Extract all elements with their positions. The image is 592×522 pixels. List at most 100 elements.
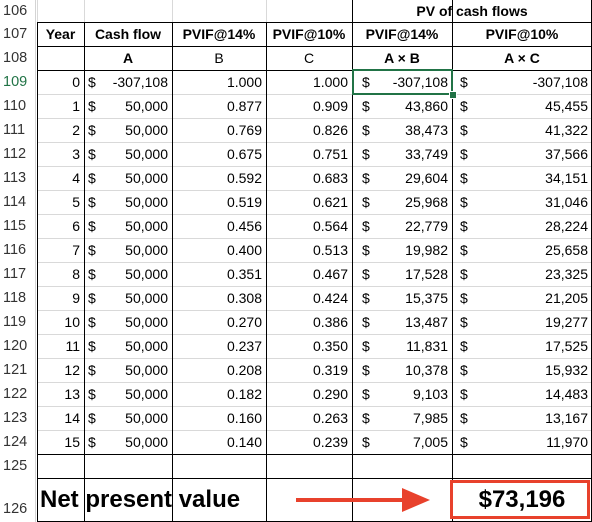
pvif10-cell[interactable]: 0.621 [312, 194, 348, 210]
pvif14-cell[interactable]: 1.000 [226, 74, 262, 90]
pv10-cell[interactable]: 17,525 $ [460, 338, 588, 354]
pvif14-cell[interactable]: 0.208 [226, 362, 262, 378]
row-header[interactable]: 112 [0, 142, 36, 166]
cashflow-cell[interactable]: 50,000 $ [88, 98, 168, 114]
year-cell[interactable]: 10 [64, 314, 80, 330]
row-header[interactable]: 124 [0, 430, 36, 454]
pvif14-cell[interactable]: 0.140 [226, 434, 262, 450]
pv10-cell[interactable]: 41,322 $ [460, 122, 588, 138]
row-header[interactable]: 123 [0, 406, 36, 430]
pv14-cell[interactable]: 7,005 $ [362, 434, 448, 450]
row-header[interactable]: 120 [0, 334, 36, 358]
pvif14-cell[interactable]: 0.592 [226, 170, 262, 186]
pv10-cell[interactable]: 21,205 $ [460, 290, 588, 306]
pvif10-cell[interactable]: 0.909 [312, 98, 348, 114]
row-header[interactable]: 108 [0, 46, 36, 70]
pv10-cell[interactable]: 25,658 $ [460, 242, 588, 258]
cashflow-cell[interactable]: 50,000 $ [88, 314, 168, 330]
cashflow-cell[interactable]: 50,000 $ [88, 122, 168, 138]
year-cell[interactable]: 13 [64, 386, 80, 402]
row-header[interactable]: 109 [0, 70, 36, 94]
pvif14-cell[interactable]: 0.400 [226, 242, 262, 258]
pvif14-cell[interactable]: 0.308 [226, 290, 262, 306]
pv14-cell[interactable]: 22,779 $ [362, 218, 448, 234]
pvif10-cell[interactable]: 0.424 [312, 290, 348, 306]
pv14-cell[interactable]: 10,378 $ [362, 362, 448, 378]
pvif14-cell[interactable]: 0.160 [226, 410, 262, 426]
cashflow-cell[interactable]: 50,000 $ [88, 242, 168, 258]
year-cell[interactable]: 11 [65, 338, 80, 354]
cashflow-cell[interactable]: 50,000 $ [88, 170, 168, 186]
subheader-c[interactable]: C [303, 50, 315, 66]
pvif14-cell[interactable]: 0.270 [226, 314, 262, 330]
pv10-cell[interactable]: 23,325 $ [460, 266, 588, 282]
pv14-cell[interactable]: 43,860 $ [362, 98, 448, 114]
cashflow-cell[interactable]: 50,000 $ [88, 146, 168, 162]
pvif14-cell[interactable]: 0.351 [226, 266, 262, 282]
pvif10-cell[interactable]: 0.467 [312, 266, 348, 282]
row-header[interactable]: 119 [0, 310, 36, 334]
row-header[interactable]: 125 [0, 454, 36, 478]
year-cell[interactable]: 4 [72, 170, 80, 186]
header-pv14[interactable]: PVIF@14% [365, 26, 439, 42]
row-header[interactable]: 113 [0, 166, 36, 190]
year-cell[interactable]: 0 [72, 74, 80, 90]
row-header[interactable]: 106 [0, 0, 36, 22]
row-header[interactable]: 121 [0, 358, 36, 382]
pv10-cell[interactable]: 28,224 $ [460, 218, 588, 234]
year-cell[interactable]: 3 [72, 146, 80, 162]
fill-handle[interactable] [449, 91, 457, 99]
pv14-cell[interactable]: 38,473 $ [362, 122, 448, 138]
pv10-cell[interactable]: 37,566 $ [460, 146, 588, 162]
row-header[interactable]: 118 [0, 286, 36, 310]
year-cell[interactable]: 2 [72, 122, 80, 138]
subheader-b[interactable]: B [214, 50, 224, 66]
header-pv10[interactable]: PVIF@10% [485, 26, 559, 42]
cashflow-cell[interactable]: 50,000 $ [88, 338, 168, 354]
pv14-cell[interactable]: 13,487 $ [362, 314, 448, 330]
pvif14-cell[interactable]: 0.675 [226, 146, 262, 162]
row-header[interactable]: 117 [0, 262, 36, 286]
year-cell[interactable]: 6 [72, 218, 80, 234]
pvif14-cell[interactable]: 0.182 [226, 386, 262, 402]
year-cell[interactable]: 14 [64, 410, 80, 426]
pv10-cell[interactable]: 11,970 $ [460, 434, 588, 450]
pvif14-cell[interactable]: 0.769 [226, 122, 262, 138]
year-cell[interactable]: 7 [72, 242, 80, 258]
pvif10-cell[interactable]: 0.683 [312, 170, 348, 186]
selected-cell-outline[interactable] [352, 69, 453, 95]
year-cell[interactable]: 8 [72, 266, 80, 282]
pv10-cell[interactable]: 13,167 $ [460, 410, 588, 426]
pv10-cell[interactable]: 34,151 $ [460, 170, 588, 186]
pv10-cell[interactable]: 19,277 $ [460, 314, 588, 330]
pv14-cell[interactable]: 7,985 $ [362, 410, 448, 426]
pv14-cell[interactable]: 19,982 $ [362, 242, 448, 258]
pv14-cell[interactable]: 25,968 $ [362, 194, 448, 210]
pv14-cell[interactable]: 17,528 $ [362, 266, 448, 282]
pvif14-cell[interactable]: 0.456 [226, 218, 262, 234]
pvif10-cell[interactable]: 0.290 [312, 386, 348, 402]
pv10-cell[interactable]: 45,455 $ [460, 98, 588, 114]
header-year[interactable]: Year [45, 26, 76, 42]
cashflow-cell[interactable]: 50,000 $ [88, 386, 168, 402]
subheader-ac[interactable]: A × C [504, 50, 540, 66]
pv14-cell[interactable]: 33,749 $ [362, 146, 448, 162]
pvif14-cell[interactable]: 0.519 [226, 194, 262, 210]
pvif10-cell[interactable]: 0.386 [312, 314, 348, 330]
pv14-cell[interactable]: 29,604 $ [362, 170, 448, 186]
row-header[interactable]: 122 [0, 382, 36, 406]
cashflow-cell[interactable]: 50,000 $ [88, 266, 168, 282]
npv-value[interactable]: $73,196 [478, 486, 566, 513]
pv10-cell[interactable]: 31,046 $ [460, 194, 588, 210]
pvif10-cell[interactable]: 0.350 [312, 338, 348, 354]
cashflow-cell[interactable]: -307,108 $ [88, 74, 168, 90]
pvif14-cell[interactable]: 0.237 [226, 338, 262, 354]
row-header[interactable]: 111 [0, 118, 36, 142]
subheader-ab[interactable]: A × B [384, 50, 420, 66]
pv10-cell[interactable]: 14,483 $ [460, 386, 588, 402]
year-cell[interactable]: 5 [72, 194, 80, 210]
pvif14-cell[interactable]: 0.877 [226, 98, 262, 114]
cashflow-cell[interactable]: 50,000 $ [88, 362, 168, 378]
pvif10-cell[interactable]: 0.826 [312, 122, 348, 138]
pv14-cell[interactable]: -307,108 $ [362, 74, 448, 90]
